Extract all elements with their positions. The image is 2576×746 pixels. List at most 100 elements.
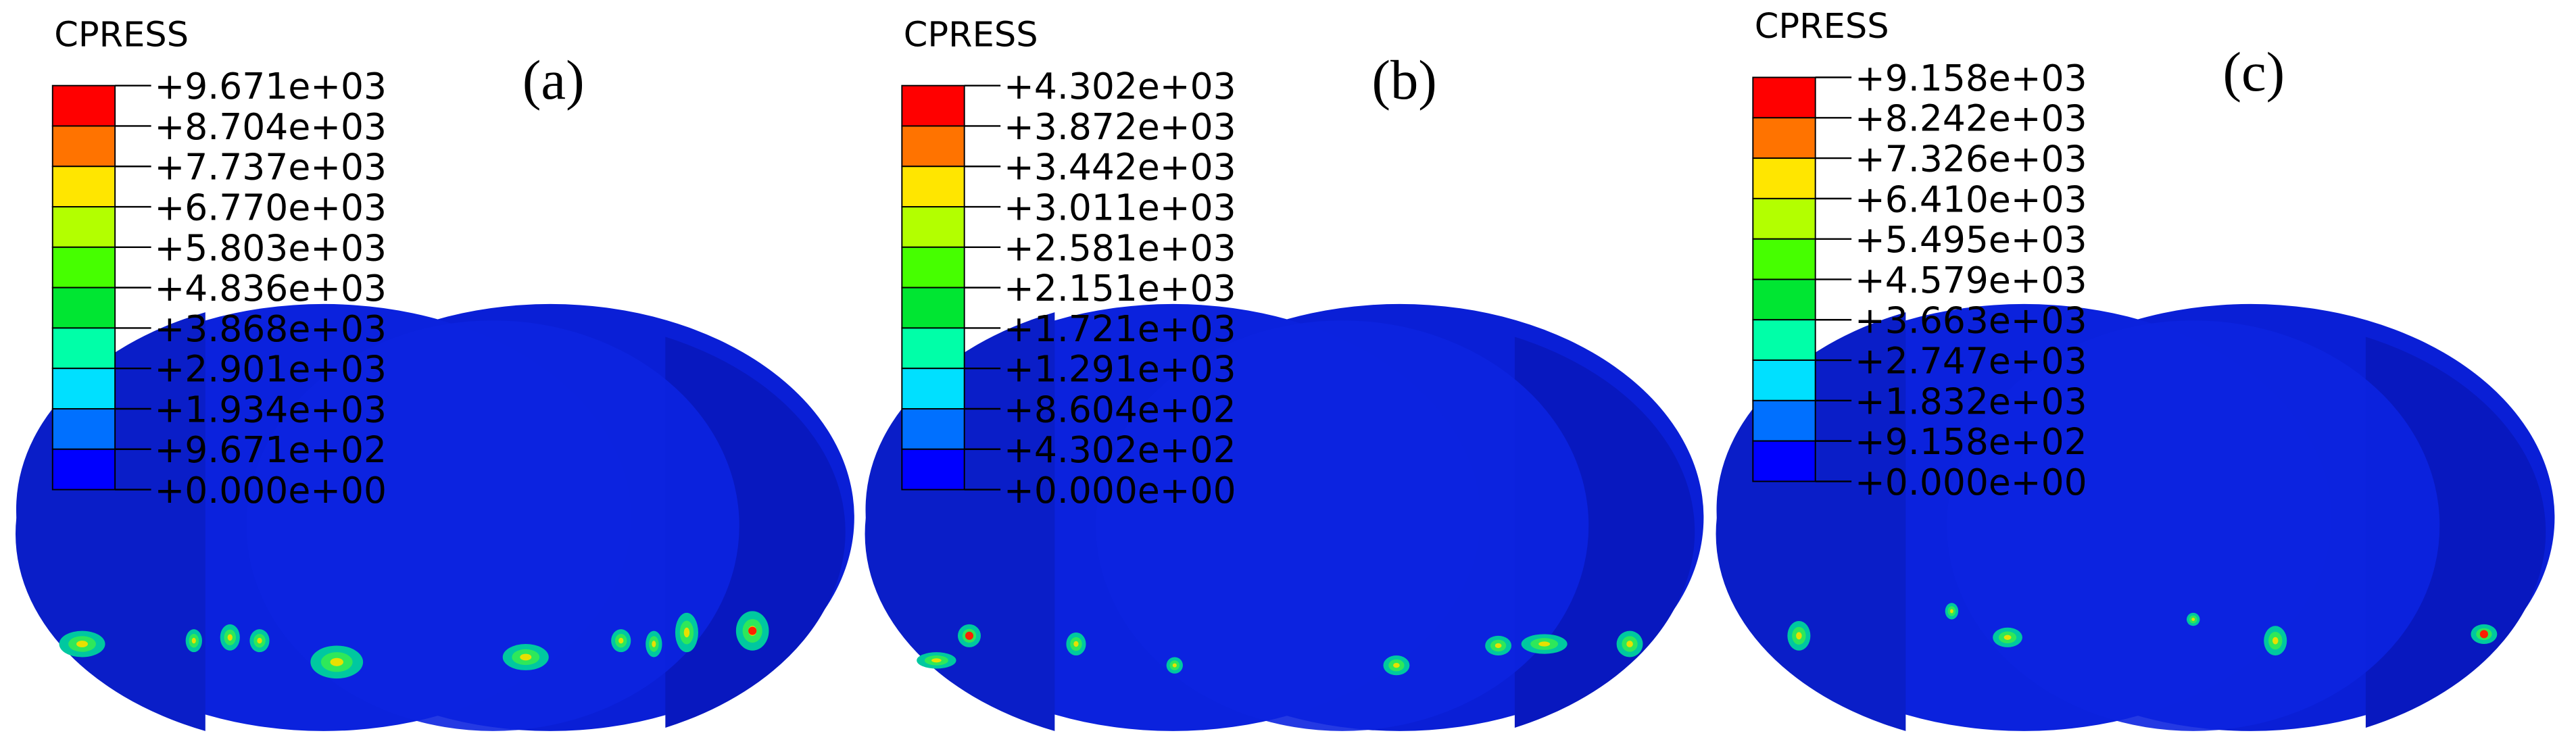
legend-value: +8.704e+03 bbox=[154, 105, 387, 148]
contact-spot bbox=[2272, 637, 2279, 645]
legend-value: +9.158e+02 bbox=[1855, 420, 2087, 463]
contact-spot bbox=[1172, 663, 1177, 668]
contact-spot bbox=[931, 658, 942, 663]
legend-value: +0.000e+00 bbox=[1004, 469, 1236, 512]
legend-value: +1.291e+03 bbox=[1004, 348, 1236, 391]
contact-spot bbox=[1538, 641, 1551, 647]
legend-value: +2.901e+03 bbox=[154, 348, 387, 391]
contact-spot bbox=[2003, 635, 2012, 640]
color-box bbox=[51, 368, 116, 409]
legend-value: +2.151e+03 bbox=[1004, 267, 1236, 309]
color-box bbox=[1752, 278, 1816, 321]
legend-value: +6.770e+03 bbox=[154, 186, 387, 228]
sphere bbox=[1947, 320, 2440, 731]
color-box bbox=[51, 327, 116, 370]
legend-value: +7.326e+03 bbox=[1855, 138, 2087, 180]
sphere bbox=[246, 320, 739, 731]
contact-spot bbox=[520, 653, 532, 661]
contact-spot bbox=[1393, 662, 1400, 668]
color-box bbox=[51, 448, 116, 491]
color-box bbox=[1752, 76, 1816, 119]
legend-title: CPRESS bbox=[1755, 7, 1889, 47]
contact-spot bbox=[257, 637, 262, 644]
contact-spot bbox=[652, 641, 656, 647]
color-box bbox=[1752, 359, 1816, 401]
legend-value: +2.747e+03 bbox=[1855, 339, 2087, 382]
contact-peak bbox=[965, 631, 974, 640]
color-box bbox=[1752, 440, 1816, 482]
contact-spot bbox=[1949, 609, 1953, 614]
legend-value: +3.868e+03 bbox=[154, 307, 387, 350]
legend-value: +9.671e+02 bbox=[154, 428, 387, 471]
legend-value: +0.000e+00 bbox=[154, 469, 387, 512]
contact-spot bbox=[330, 657, 343, 666]
legend-title: CPRESS bbox=[904, 15, 1038, 55]
color-box bbox=[1752, 197, 1816, 240]
legend-title: CPRESS bbox=[54, 15, 189, 55]
color-box bbox=[1752, 157, 1816, 199]
color-box bbox=[51, 206, 116, 248]
color-box bbox=[1752, 399, 1816, 442]
legend-value: +1.832e+03 bbox=[1855, 380, 2087, 422]
color-box bbox=[1752, 238, 1816, 280]
legend-value: +2.581e+03 bbox=[1004, 226, 1236, 269]
contact-peak bbox=[2479, 630, 2488, 639]
color-box bbox=[901, 287, 965, 329]
color-box bbox=[901, 408, 965, 450]
color-box bbox=[1752, 319, 1816, 362]
legend-value: +3.442e+03 bbox=[1004, 146, 1236, 189]
color-box bbox=[51, 408, 116, 450]
contact-spot bbox=[76, 641, 89, 647]
color-box bbox=[901, 327, 965, 370]
color-box bbox=[901, 368, 965, 409]
contact-spot bbox=[227, 634, 233, 641]
color-box bbox=[901, 84, 965, 127]
legend-value: +6.410e+03 bbox=[1855, 178, 2087, 220]
contact-spot bbox=[1494, 643, 1502, 649]
legend-value: +5.803e+03 bbox=[154, 226, 387, 269]
panel: CPRESS(b)+4.302e+03+3.872e+03+3.442e+03+… bbox=[865, 15, 1704, 731]
color-box bbox=[901, 125, 965, 168]
color-box bbox=[1752, 117, 1816, 159]
legend-value: +8.604e+02 bbox=[1004, 388, 1236, 430]
color-box bbox=[901, 246, 965, 289]
legend-value: +3.872e+03 bbox=[1004, 105, 1236, 148]
color-box bbox=[51, 84, 116, 127]
contact-spot bbox=[191, 637, 196, 644]
legend-value: +4.579e+03 bbox=[1855, 259, 2087, 301]
color-box bbox=[901, 166, 965, 208]
color-box bbox=[901, 448, 965, 491]
contact-spot bbox=[2191, 618, 2195, 622]
legend-value: +7.737e+03 bbox=[154, 146, 387, 189]
contact-spot bbox=[683, 627, 690, 638]
legend-value: +4.836e+03 bbox=[154, 267, 387, 309]
panel-label: (c) bbox=[2222, 41, 2285, 103]
sphere bbox=[1096, 320, 1589, 731]
contact-spot bbox=[618, 637, 624, 644]
contact-peak bbox=[748, 626, 757, 635]
color-box bbox=[51, 246, 116, 289]
panel: CPRESS(a)+9.671e+03+8.704e+03+7.737e+03+… bbox=[15, 15, 854, 731]
color-box bbox=[51, 125, 116, 168]
legend-value: +3.011e+03 bbox=[1004, 186, 1236, 228]
legend-value: +5.495e+03 bbox=[1855, 218, 2087, 261]
legend-value: +1.721e+03 bbox=[1004, 307, 1236, 350]
legend-value: +9.158e+03 bbox=[1855, 57, 2087, 99]
panel-label: (a) bbox=[523, 49, 585, 111]
color-box bbox=[51, 287, 116, 329]
legend-value: +9.671e+03 bbox=[154, 65, 387, 107]
legend-value: +4.302e+03 bbox=[1004, 65, 1236, 107]
contact-spot bbox=[1626, 641, 1633, 647]
legend-value: +1.934e+03 bbox=[154, 388, 387, 430]
legend-value: +0.000e+00 bbox=[1855, 461, 2087, 503]
panel-label: (b) bbox=[1371, 49, 1436, 111]
legend-value: +3.663e+03 bbox=[1855, 299, 2087, 342]
contact-spot bbox=[1796, 632, 1802, 640]
legend-value: +8.242e+03 bbox=[1855, 97, 2087, 140]
contact-spot bbox=[1073, 641, 1079, 647]
color-box bbox=[901, 206, 965, 248]
color-box bbox=[51, 166, 116, 208]
legend-value: +4.302e+02 bbox=[1004, 428, 1236, 471]
